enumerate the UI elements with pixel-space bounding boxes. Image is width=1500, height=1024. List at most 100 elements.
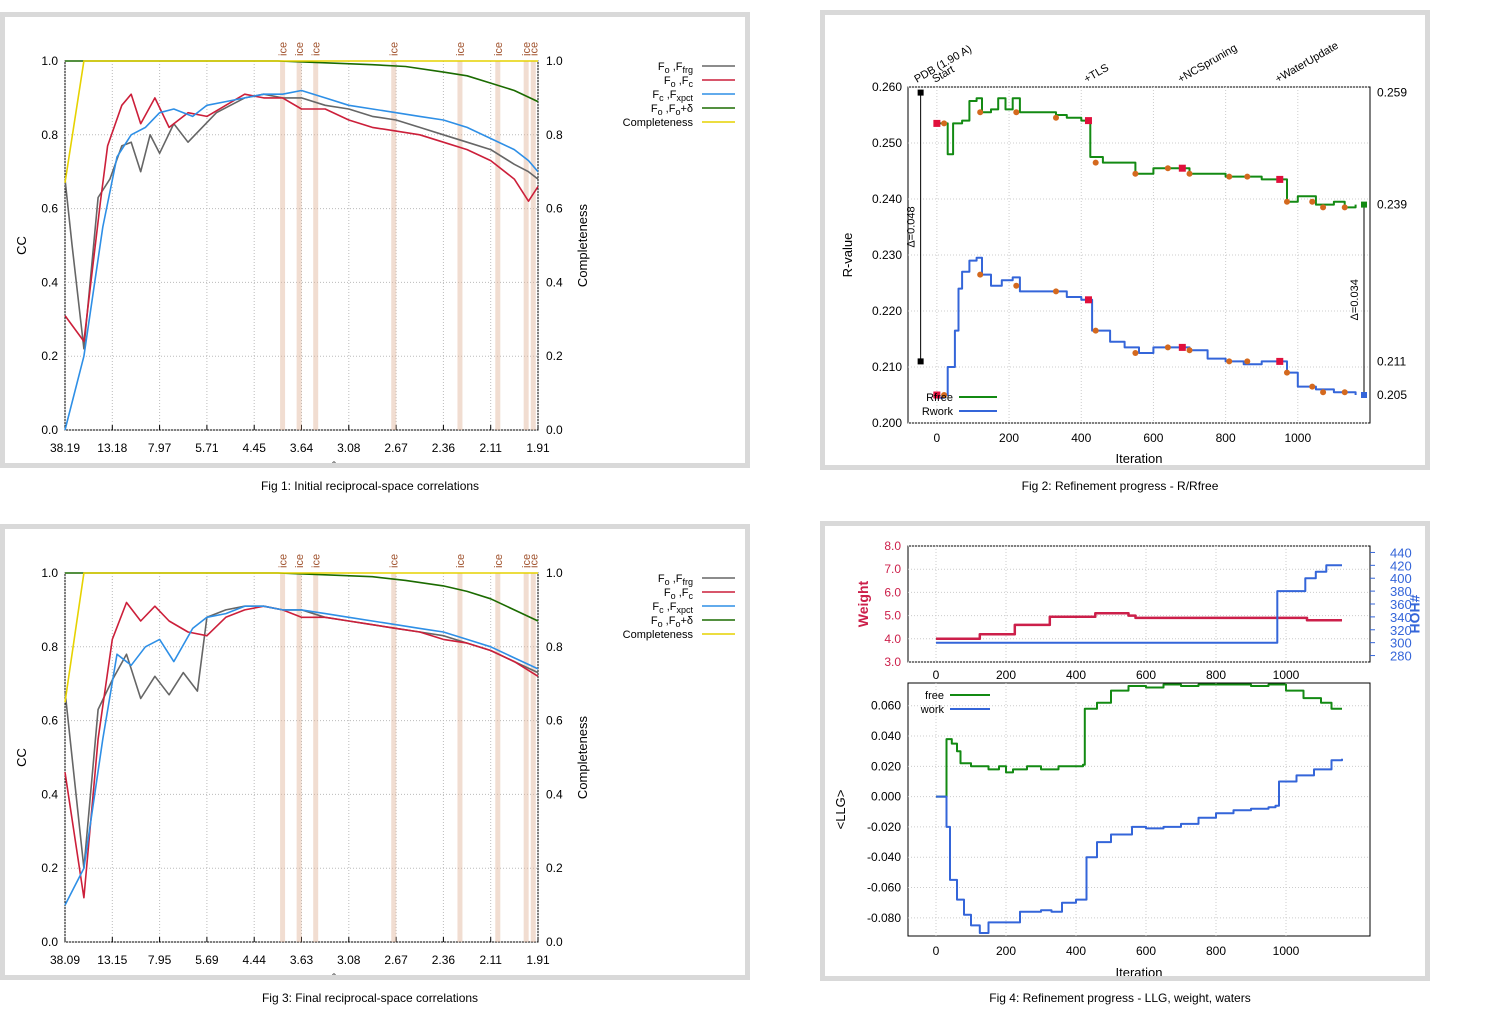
marker-orange <box>1309 198 1316 205</box>
ice-band <box>296 61 302 430</box>
ice-label: ice <box>389 554 401 568</box>
x-axis-label: Iteration <box>1116 965 1163 976</box>
ice-label: ice <box>528 42 540 56</box>
ice-label: ice <box>278 554 290 568</box>
ice-label: ice <box>493 554 505 568</box>
hoh-tick-label: 440 <box>1390 545 1412 560</box>
pdb-rfree-marker <box>917 89 924 96</box>
x-tick-label: 2.11 <box>479 953 502 967</box>
weight-tick-label: 3.0 <box>884 655 901 669</box>
series-rwork <box>936 256 1357 399</box>
final-rfree-marker <box>1361 201 1367 208</box>
weight-axis-label: Weight <box>855 580 871 627</box>
marker-orange <box>1244 358 1251 365</box>
ice-label: ice <box>294 42 306 56</box>
marker-orange <box>1320 389 1327 396</box>
x-axis-label: Resolution [Å] <box>261 461 342 463</box>
x-tick-label: 13.15 <box>97 953 127 967</box>
marker-orange <box>1092 327 1099 334</box>
y2-tick-label: 0.4 <box>546 787 563 801</box>
y-tick-label: 0.000 <box>871 790 901 804</box>
ice-label: ice <box>528 554 540 568</box>
marker-red <box>933 391 941 399</box>
ice-label: ice <box>278 42 290 56</box>
marker-red <box>1178 343 1186 351</box>
y2-tick-label: 0.6 <box>546 202 563 216</box>
marker-red <box>1276 175 1284 183</box>
fig2-caption: Fig 2: Refinement progress - R/Rfree <box>1021 479 1219 493</box>
series-free <box>936 683 1342 798</box>
hoh-axis-label: #HOH <box>1407 595 1423 634</box>
x-tick-label: 600 <box>1143 431 1163 445</box>
pdb-rwork-marker <box>917 358 924 365</box>
y-tick-label: 0.040 <box>871 729 901 743</box>
hoh-tick-label: 340 <box>1390 610 1412 625</box>
legend-label: Fo ,Fo+δ <box>651 615 693 629</box>
marker-orange <box>1320 204 1327 211</box>
marker-orange <box>1092 159 1099 166</box>
y-tick-label: 0.250 <box>872 136 902 150</box>
x-tick-label: 7.97 <box>148 441 172 455</box>
y2-tick-label: 1.0 <box>546 566 563 580</box>
marker-orange <box>941 392 948 398</box>
x-tick-label: 2.11 <box>479 441 502 455</box>
x-tick-label: 1000 <box>1284 431 1311 445</box>
y-tick-label: 0.0 <box>41 423 58 437</box>
x-tick-label: 200 <box>996 944 1016 958</box>
x-tick-label: 38.09 <box>50 953 80 967</box>
ice-band <box>280 573 286 942</box>
ice-label: ice <box>455 554 467 568</box>
marker-orange <box>1186 170 1193 177</box>
ice-band <box>523 61 529 430</box>
marker-orange <box>1164 344 1171 351</box>
x-tick-label: 5.71 <box>195 441 219 455</box>
series-weight <box>936 612 1342 641</box>
ice-label: ice <box>521 554 533 568</box>
marker-orange <box>1013 282 1020 289</box>
legend-label: Fo ,Ffrg <box>658 573 693 587</box>
marker-red <box>1276 357 1284 365</box>
hoh-tick-label: 400 <box>1390 571 1412 586</box>
weight-tick-label: 4.0 <box>884 632 901 646</box>
y-tick-label: 1.0 <box>41 54 58 68</box>
marker-red <box>1084 296 1092 304</box>
y-tick-label: 0.8 <box>41 128 58 142</box>
marker-orange <box>1244 173 1251 180</box>
ice-label: ice <box>311 42 323 56</box>
x-tick-label: 0 <box>934 431 941 445</box>
y-tick-label: 0.060 <box>871 699 901 713</box>
series-hoh <box>936 564 1342 644</box>
x-tick-label: 400 <box>1071 431 1091 445</box>
series-work <box>936 758 1343 934</box>
fig3-chart: 0.0 0.0 0.2 0.2 0.4 0.4 0.6 0.6 0.8 0.8 1.0 1.0 38.0… <box>14 554 735 975</box>
fig2-chart: 0 200 400 600 800 1000 0.200 0.210 0.220 0.230 0.2… <box>840 40 1407 465</box>
ice-label: ice <box>311 554 323 568</box>
fig2-panel: 0 200 400 600 800 1000 0.200 0.210 0.220 0.230 0.2… <box>820 10 1430 470</box>
marker-red <box>1084 117 1092 125</box>
top-plot-frame <box>907 545 1371 663</box>
series-fo_fc <box>64 93 539 343</box>
x-tick-label: 400 <box>1066 944 1086 958</box>
legend-label: Fo ,Fc <box>664 75 694 89</box>
legend-label-work: work <box>920 704 945 716</box>
y-tick-label: 0.0 <box>41 935 58 949</box>
legend-label: Fo ,Ffrg <box>658 61 693 75</box>
fig4-chart: 0 200 400 600 800 1000 3.0 4.0 5.0 6.0 7.0 8.0 28030… <box>833 539 1423 976</box>
x-tick-label: 3.64 <box>290 441 314 455</box>
top-x-tick-label: 0 <box>933 668 940 682</box>
marker-orange <box>1341 204 1348 211</box>
y-tick-label: 0.240 <box>872 192 902 206</box>
y2-tick-label: 0.239 <box>1377 198 1407 212</box>
y2-tick-label: 0.2 <box>546 349 563 363</box>
x-tick-label: 600 <box>1136 944 1156 958</box>
marker-orange <box>1283 198 1290 205</box>
series-completeness <box>64 60 538 183</box>
hoh-tick-label: 380 <box>1390 584 1412 599</box>
y-tick-label: 0.8 <box>41 640 58 654</box>
annotation-label: +TLS <box>1082 62 1111 86</box>
x-tick-label: 4.44 <box>243 953 267 967</box>
x-tick-label: 0 <box>933 944 940 958</box>
x-tick-label: 5.69 <box>195 953 219 967</box>
llg-axis-label: <LLG> <box>833 790 848 830</box>
x-tick-label: 13.18 <box>97 441 127 455</box>
